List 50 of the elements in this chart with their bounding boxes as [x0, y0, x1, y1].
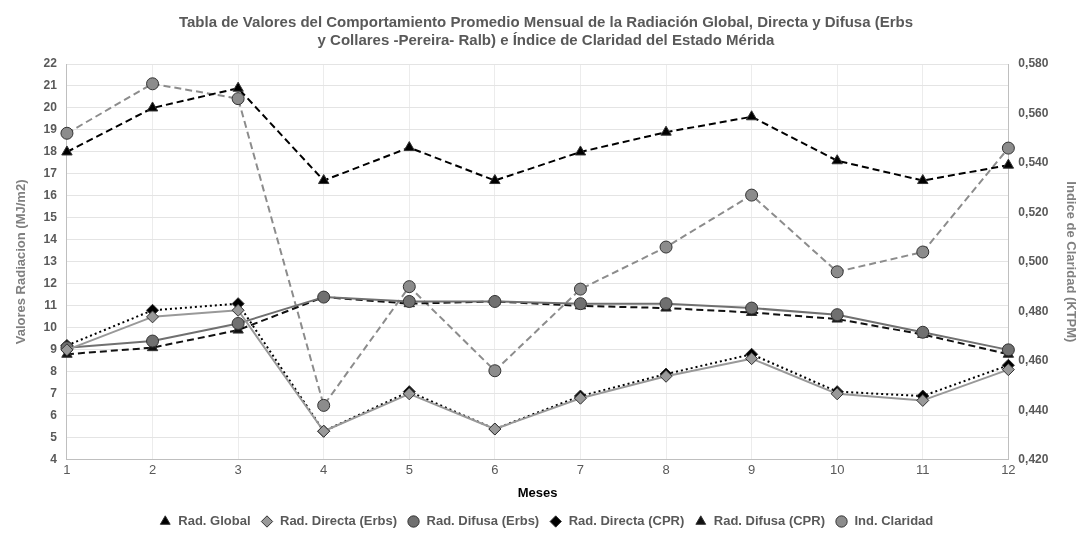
y2-tick-label: 0,520 — [1018, 204, 1049, 219]
y-tick-label: 20 — [43, 100, 58, 115]
y-tick-label: 5 — [50, 430, 58, 445]
legend-label: Rad. Difusa (CPR) — [713, 513, 826, 529]
x-tick-label: 11 — [916, 462, 930, 478]
y2-tick-label: 0,420 — [1018, 452, 1049, 467]
y-tick-label: 9 — [50, 342, 58, 357]
y2-tick-label: 0,540 — [1018, 155, 1049, 170]
x-tick-label: 9 — [748, 462, 756, 478]
y-tick-label: 11 — [44, 298, 58, 313]
y-axis-title: Valores Radiacion (MJ/m2) — [13, 179, 29, 345]
y-tick-label: 18 — [43, 144, 58, 159]
x-tick-label: 2 — [148, 462, 157, 478]
y-tick-label: 6 — [50, 408, 58, 423]
y-tick-label: 12 — [43, 276, 58, 291]
y2-tick-label: 0,560 — [1018, 105, 1049, 120]
y2-tick-label: 0,500 — [1018, 254, 1049, 269]
y-tick-label: 21 — [43, 78, 58, 93]
y-tick-label: 10 — [43, 320, 58, 335]
y-tick-label: 17 — [43, 166, 58, 181]
x-tick-label: 4 — [320, 462, 328, 478]
legend-label: Rad. Directa (CPR) — [568, 513, 685, 529]
y2-tick-label: 0,480 — [1018, 303, 1049, 318]
y-tick-label: 4 — [50, 452, 58, 467]
y2-tick-label: 0,440 — [1018, 402, 1049, 417]
x-tick-label: 8 — [662, 462, 670, 478]
y-tick-label: 22 — [43, 56, 58, 71]
chart-title: Tabla de Valores del Comportamiento Promedio Mensual de la Radiación Global, Directa y Difusa (Erbs y Collares -Pereira- Ralb) e Índice de Claridad del Estado Mérida — [178, 13, 914, 49]
x-tick-label: 1 — [63, 462, 71, 478]
x-tick-label: 12 — [1001, 462, 1016, 478]
x-tick-label: 3 — [234, 462, 242, 478]
y-tick-label: 15 — [43, 210, 58, 225]
y2-tick-label: 0,580 — [1018, 56, 1049, 71]
x-tick-label: 5 — [405, 462, 413, 478]
y2-axis-title: Indice de Claridad (KTPM) — [1063, 181, 1079, 343]
y-tick-label: 19 — [43, 122, 58, 137]
legend-label: Rad. Directa (Erbs) — [279, 513, 398, 529]
legend-label: Rad. Difusa (Erbs) — [426, 513, 540, 529]
y-tick-label: 7 — [50, 386, 58, 401]
y-tick-label: 14 — [43, 232, 58, 247]
y-tick-label: 8 — [50, 364, 58, 379]
y-tick-label: 16 — [43, 188, 58, 203]
x-axis-title: Meses — [517, 484, 558, 500]
x-tick-label: 6 — [491, 462, 499, 478]
legend-label: Rad. Global — [178, 513, 251, 529]
x-tick-label: 7 — [576, 462, 585, 478]
legend-label: Ind. Claridad — [854, 513, 934, 529]
y-tick-label: 13 — [43, 254, 58, 269]
y2-tick-label: 0,460 — [1018, 353, 1049, 368]
x-tick-label: 10 — [829, 462, 845, 478]
